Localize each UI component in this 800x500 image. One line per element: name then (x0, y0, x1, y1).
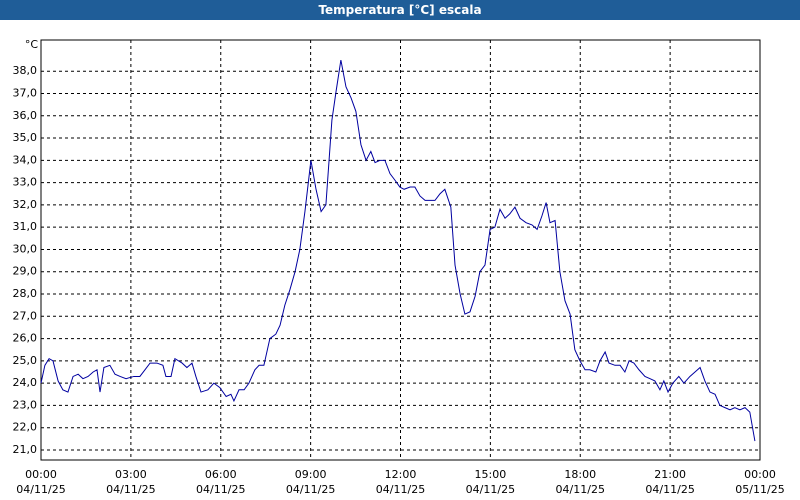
x-tick-date: 04/11/25 (466, 483, 515, 496)
x-tick-label: 12:00 (385, 468, 417, 481)
x-tick-date: 04/11/25 (376, 483, 425, 496)
y-tick-label: 24,0 (13, 376, 38, 389)
x-tick-date: 05/11/25 (735, 483, 784, 496)
y-tick-label: 26,0 (13, 332, 38, 345)
x-tick-label: 18:00 (564, 468, 596, 481)
y-tick-label: 34,0 (13, 153, 38, 166)
x-tick-date: 04/11/25 (556, 483, 605, 496)
y-tick-label: 23,0 (13, 398, 38, 411)
x-tick-date: 04/11/25 (106, 483, 155, 496)
x-tick-date: 04/11/25 (645, 483, 694, 496)
x-tick-label: 06:00 (205, 468, 237, 481)
y-tick-label: 37,0 (13, 86, 38, 99)
y-tick-label: 35,0 (13, 131, 38, 144)
y-tick-label: 25,0 (13, 354, 38, 367)
x-tick-label: 00:00 (744, 468, 776, 481)
x-tick-label: 09:00 (295, 468, 327, 481)
y-tick-label: 29,0 (13, 265, 38, 278)
x-tick-date: 04/11/25 (286, 483, 335, 496)
x-tick-label: 00:00 (25, 468, 57, 481)
x-tick-label: 21:00 (654, 468, 686, 481)
y-tick-label: 36,0 (13, 109, 38, 122)
y-tick-label: 22,0 (13, 421, 38, 434)
plot-border (40, 39, 761, 461)
x-tick-label: 15:00 (475, 468, 507, 481)
y-tick-label: 28,0 (13, 287, 38, 300)
y-unit: °C (25, 38, 39, 51)
y-tick-label: 33,0 (13, 176, 38, 189)
x-tick-date: 04/11/25 (196, 483, 245, 496)
chart-title: Temperatura [°C] escala (0, 0, 800, 20)
y-tick-label: 21,0 (13, 443, 38, 456)
y-tick-label: 32,0 (13, 198, 38, 211)
x-tick-date: 04/11/25 (16, 483, 65, 496)
y-tick-label: 31,0 (13, 220, 38, 233)
y-tick-label: 30,0 (13, 242, 38, 255)
y-tick-label: 27,0 (13, 309, 38, 322)
data-line (40, 59, 756, 442)
y-tick-label: 38,0 (13, 64, 38, 77)
x-tick-label: 03:00 (115, 468, 147, 481)
